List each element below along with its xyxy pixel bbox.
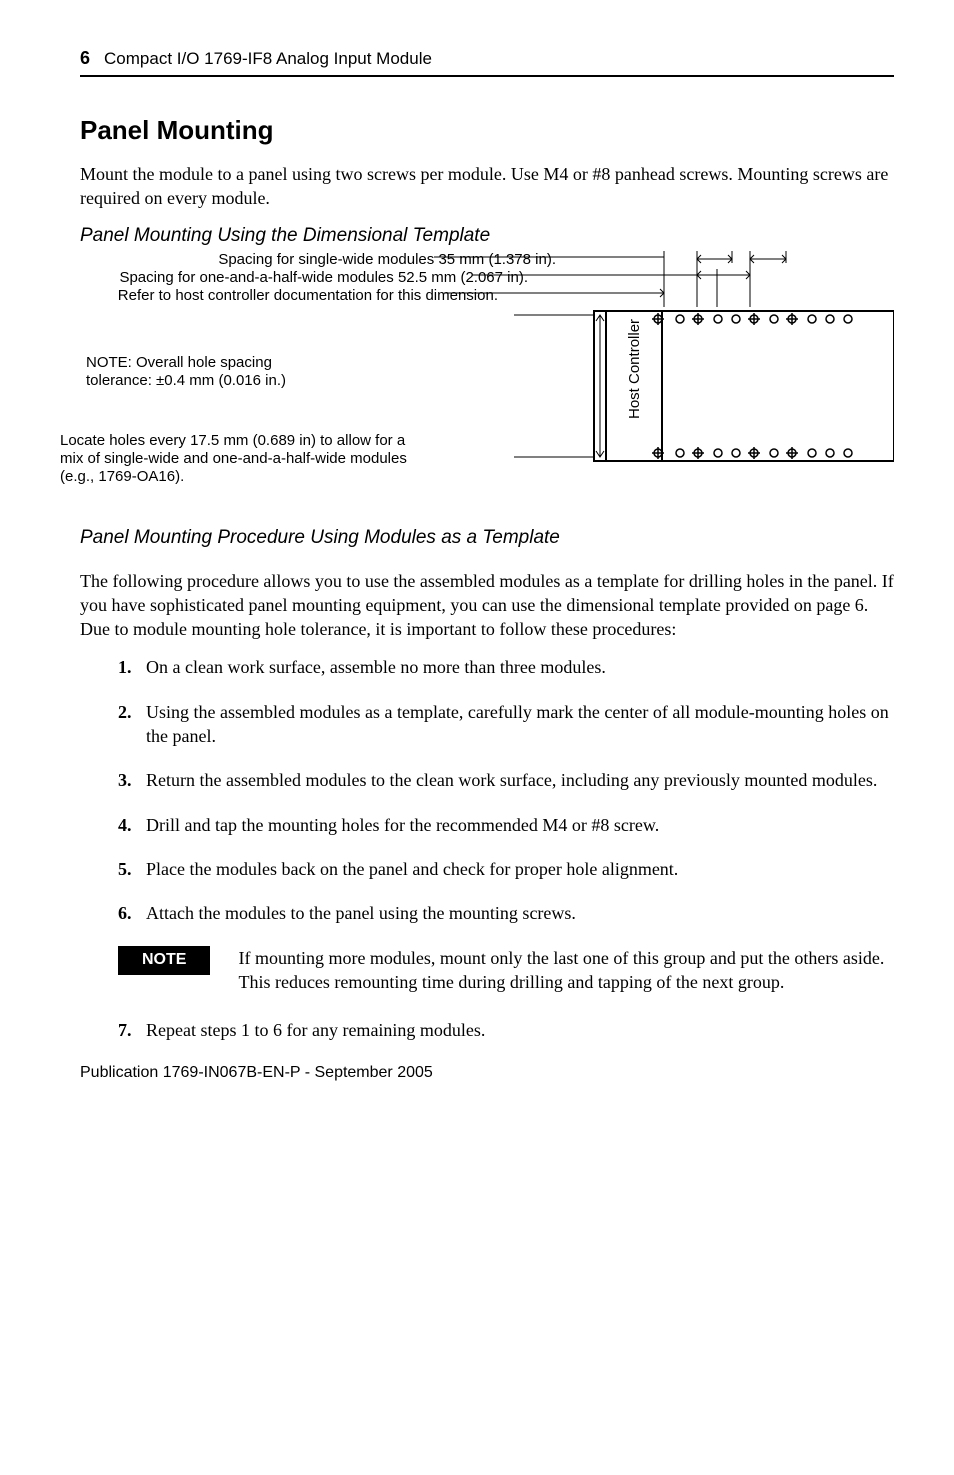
procedure-intro: The following procedure allows you to us… bbox=[80, 569, 894, 642]
diagram-svg: Host Controller bbox=[414, 249, 894, 479]
locate-holes-2: mix of single-wide and one-and-a-half-wi… bbox=[60, 450, 407, 467]
step-6-text: Attach the modules to the panel using th… bbox=[146, 901, 576, 925]
step-3: 3.Return the assembled modules to the cl… bbox=[80, 768, 894, 792]
section-heading: Panel Mounting bbox=[80, 115, 894, 146]
host-controller-label: Host Controller bbox=[626, 319, 643, 419]
note-hole-spacing-1: NOTE: Overall hole spacing bbox=[86, 354, 272, 371]
note-hole-spacing-2: tolerance: ±0.4 mm (0.016 in.) bbox=[86, 372, 286, 389]
step-3-text: Return the assembled modules to the clea… bbox=[146, 768, 877, 792]
step-5-text: Place the modules back on the panel and … bbox=[146, 857, 678, 881]
diagram-subhead: Panel Mounting Using the Dimensional Tem… bbox=[80, 225, 894, 247]
step-7-text: Repeat steps 1 to 6 for any remaining mo… bbox=[146, 1018, 485, 1042]
page-header: 6 Compact I/O 1769-IF8 Analog Input Modu… bbox=[80, 48, 894, 77]
step-2-text: Using the assembled modules as a templat… bbox=[146, 700, 894, 749]
note-text: If mounting more modules, mount only the… bbox=[238, 946, 894, 995]
step-7: 7.Repeat steps 1 to 6 for any remaining … bbox=[80, 1018, 894, 1042]
note-block: NOTE If mounting more modules, mount onl… bbox=[118, 946, 894, 995]
step-4-text: Drill and tap the mounting holes for the… bbox=[146, 813, 659, 837]
page-number: 6 bbox=[80, 48, 90, 69]
note-badge: NOTE bbox=[118, 946, 210, 975]
panel-mounting-diagram: Spacing for single-wide modules 35 mm (1… bbox=[80, 249, 894, 509]
step-4: 4.Drill and tap the mounting holes for t… bbox=[80, 813, 894, 837]
step-5: 5.Place the modules back on the panel an… bbox=[80, 857, 894, 881]
step-1: 1.On a clean work surface, assemble no m… bbox=[80, 655, 894, 679]
step-1-text: On a clean work surface, assemble no mor… bbox=[146, 655, 606, 679]
header-title: Compact I/O 1769-IF8 Analog Input Module bbox=[104, 49, 432, 69]
step-2: 2.Using the assembled modules as a templ… bbox=[80, 700, 894, 749]
locate-holes-1: Locate holes every 17.5 mm (0.689 in) to… bbox=[60, 432, 405, 449]
publication-footer: Publication 1769-IN067B-EN-P - September… bbox=[80, 1064, 894, 1082]
procedure-subhead: Panel Mounting Procedure Using Modules a… bbox=[80, 527, 894, 549]
locate-holes-3: (e.g., 1769-OA16). bbox=[60, 468, 184, 485]
section-intro: Mount the module to a panel using two sc… bbox=[80, 162, 894, 211]
procedure-steps-cont: 7.Repeat steps 1 to 6 for any remaining … bbox=[80, 1018, 894, 1042]
procedure-steps: 1.On a clean work surface, assemble no m… bbox=[80, 655, 894, 925]
step-6: 6.Attach the modules to the panel using … bbox=[80, 901, 894, 925]
